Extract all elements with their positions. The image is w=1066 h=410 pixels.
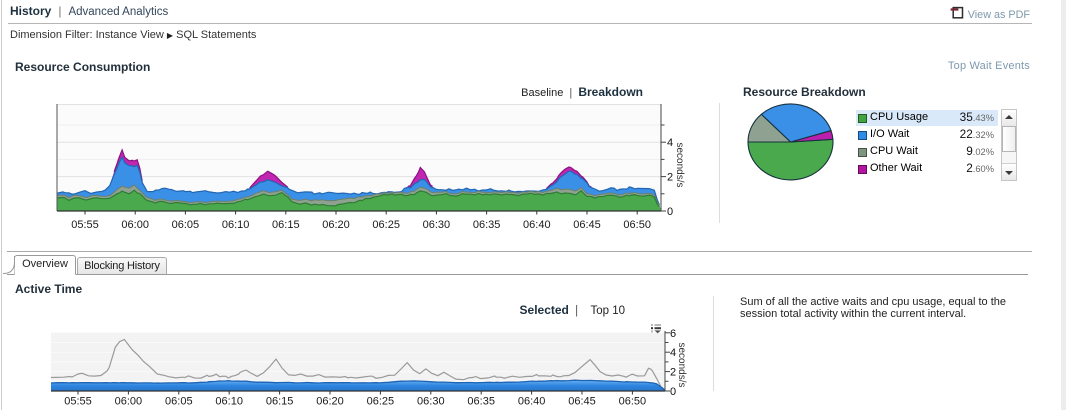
svg-text:06:35: 06:35 <box>473 219 501 231</box>
svg-text:2: 2 <box>670 367 676 379</box>
svg-text:0: 0 <box>670 386 676 398</box>
svg-text:06:10: 06:10 <box>222 219 250 231</box>
svg-text:6: 6 <box>670 328 676 340</box>
svg-text:06:20: 06:20 <box>322 219 350 231</box>
svg-text:0: 0 <box>667 206 673 218</box>
svg-text:06:40: 06:40 <box>518 396 546 408</box>
svg-text:06:05: 06:05 <box>172 219 200 231</box>
svg-text:06:10: 06:10 <box>215 396 243 408</box>
svg-text:4: 4 <box>667 137 673 149</box>
svg-text:06:35: 06:35 <box>467 396 495 408</box>
svg-text:06:30: 06:30 <box>423 219 451 231</box>
svg-text:05:55: 05:55 <box>64 396 92 408</box>
svg-text:06:00: 06:00 <box>121 219 149 231</box>
svg-text:06:00: 06:00 <box>115 396 143 408</box>
svg-text:06:15: 06:15 <box>272 219 300 231</box>
svg-text:06:45: 06:45 <box>568 396 596 408</box>
svg-text:06:25: 06:25 <box>372 219 400 231</box>
svg-text:06:25: 06:25 <box>367 396 395 408</box>
svg-text:06:45: 06:45 <box>573 219 601 231</box>
svg-text:06:30: 06:30 <box>417 396 445 408</box>
svg-text:seconds/s: seconds/s <box>674 142 685 187</box>
svg-text:06:50: 06:50 <box>619 396 647 408</box>
svg-text:06:50: 06:50 <box>623 219 651 231</box>
svg-text:seconds/s: seconds/s <box>676 342 687 387</box>
svg-text:06:15: 06:15 <box>266 396 294 408</box>
svg-text:06:40: 06:40 <box>523 219 551 231</box>
svg-text:06:05: 06:05 <box>165 396 193 408</box>
svg-text:2: 2 <box>667 172 673 184</box>
svg-text:06:20: 06:20 <box>316 396 344 408</box>
svg-text:4: 4 <box>670 347 676 359</box>
svg-text:05:55: 05:55 <box>71 219 99 231</box>
